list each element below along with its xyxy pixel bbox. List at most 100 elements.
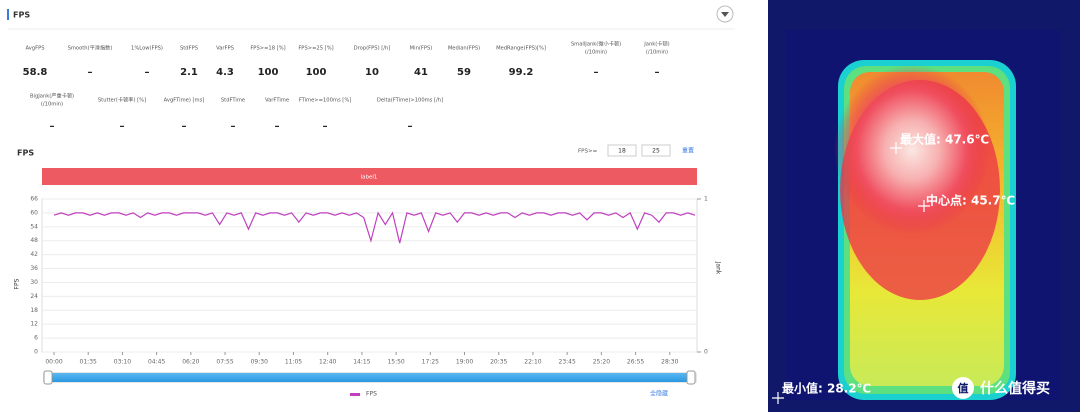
- zoom-handle[interactable]: [43, 370, 53, 385]
- reset-button[interactable]: 重置: [682, 147, 694, 155]
- collapse-icon: [721, 12, 729, 17]
- stat-label: Stutter(卡顿率) [%]: [98, 96, 146, 104]
- stat-label: MedRange(FPS)[%]: [496, 46, 546, 52]
- threshold-value: 25: [652, 148, 660, 155]
- y-tick-label: 48: [30, 237, 38, 244]
- markers: [772, 142, 930, 404]
- stat-value: 4.3: [216, 67, 234, 78]
- x-tick-label: 23:45: [559, 359, 576, 366]
- stat-value: –: [120, 121, 125, 132]
- y-axis-label: FPS: [14, 278, 21, 289]
- fps-line: [53, 211, 696, 244]
- x-tick-label: 01:35: [80, 359, 97, 366]
- stat-label: FTime>=100ms [%]: [299, 98, 352, 104]
- stat-label: Jank(卡顿): [643, 40, 669, 48]
- stat-label: BigJank(严重卡顿): [30, 92, 74, 100]
- stat-label: Median(FPS): [448, 46, 480, 52]
- label-banner[interactable]: [42, 168, 697, 185]
- stat-value: 58.8: [23, 67, 48, 78]
- stat-label: FPS>=18 [%]: [250, 46, 285, 52]
- stat-label: (/10min): [585, 50, 607, 56]
- threshold-input[interactable]: [641, 144, 671, 157]
- stat-label: Drop(FPS) [/h]: [354, 46, 391, 52]
- stat-value: –: [594, 67, 599, 78]
- hot-spot: [834, 65, 990, 235]
- x-tick-label: 14:15: [353, 359, 370, 366]
- x-tick-label: 28:30: [661, 359, 678, 366]
- max-temp: 最大值: 47.6℃: [900, 132, 989, 147]
- stat-value: 10: [365, 67, 379, 78]
- banner-text: label1: [361, 175, 378, 181]
- stat-label: FPS>=25 [%]: [298, 46, 333, 52]
- x-tick-label: 11:05: [285, 359, 302, 366]
- x-tick-label: 03:10: [114, 359, 131, 366]
- x-tick-label: 00:00: [45, 359, 62, 366]
- x-tick-label: 17:25: [422, 359, 439, 366]
- stat-value: –: [231, 121, 236, 132]
- watermark: 什么值得买: [980, 380, 1050, 397]
- stat-label: (/10min): [646, 50, 668, 56]
- legend-label[interactable]: FPS: [366, 391, 377, 398]
- y-tick-label: 36: [30, 265, 38, 272]
- y-tick-label: 66: [30, 196, 38, 203]
- x-tick-label: 06:20: [182, 359, 199, 366]
- stat-value: –: [145, 67, 150, 78]
- y-tick-label: 24: [30, 293, 38, 300]
- legend-swatch: [350, 393, 360, 396]
- stat-label: Min(FPS): [410, 46, 433, 52]
- stat-value: 41: [414, 67, 428, 78]
- threshold-value: 18: [618, 148, 626, 155]
- stat-value: –: [182, 121, 187, 132]
- threshold-input[interactable]: [607, 144, 637, 157]
- stat-label: VarFTime: [265, 98, 289, 104]
- stat-label: 1%Low(FPS): [131, 46, 163, 52]
- y-tick-label: 54: [30, 223, 38, 230]
- x-tick-label: 19:00: [456, 359, 473, 366]
- y2-tick-label: 1: [704, 196, 708, 203]
- x-tick-label: 26:55: [627, 359, 644, 366]
- panel: [0, 0, 765, 412]
- chart-title: FPS: [17, 149, 34, 158]
- panel-title: FPS: [13, 11, 30, 20]
- title-accent: [7, 9, 9, 20]
- stat-label: AvgFPS: [25, 46, 44, 52]
- x-tick-label: 07:55: [216, 359, 233, 366]
- zoom-range[interactable]: [50, 373, 690, 382]
- stat-label: VarFPS: [216, 46, 234, 52]
- x-tick-label: 12:40: [319, 359, 336, 366]
- y-tick-label: 0: [34, 349, 38, 356]
- stat-value: 2.1: [180, 67, 198, 78]
- x-tick-label: 04:45: [148, 359, 165, 366]
- zoom-handle[interactable]: [686, 370, 696, 385]
- stat-value: 99.2: [509, 67, 534, 78]
- logo: 值: [958, 381, 969, 395]
- y-tick-label: 6: [34, 335, 38, 342]
- x-tick-label: 22:10: [524, 359, 541, 366]
- threshold-label: FPS>=: [578, 149, 598, 155]
- min-temp: 最小值: 28.2℃: [782, 381, 871, 396]
- y2-axis-label: Jank: [715, 261, 722, 275]
- x-tick-label: 09:30: [251, 359, 268, 366]
- stat-value: –: [275, 121, 280, 132]
- y-tick-label: 12: [30, 321, 38, 328]
- hide-all-button[interactable]: 全隐藏: [650, 390, 668, 398]
- x-tick-label: 25:20: [593, 359, 610, 366]
- y-tick-label: 42: [30, 251, 38, 258]
- stat-value: 100: [258, 67, 279, 78]
- stat-value: –: [323, 121, 328, 132]
- logo-badge: [952, 377, 974, 399]
- stat-value: –: [408, 121, 413, 132]
- stat-label: Smooth(平滑指数): [68, 44, 113, 52]
- stat-value: 59: [457, 67, 471, 78]
- stat-value: –: [88, 67, 93, 78]
- stat-label: StdFPS: [180, 46, 198, 52]
- center-temp: 中心点: 45.7℃: [926, 193, 1015, 208]
- y-tick-label: 18: [30, 307, 38, 314]
- stat-label: StdFTime: [221, 98, 245, 104]
- y-tick-label: 60: [30, 209, 38, 216]
- stat-value: 100: [306, 67, 327, 78]
- x-tick-label: 15:50: [387, 359, 404, 366]
- stat-value: –: [50, 121, 55, 132]
- stat-label: AvgFTime) [ms]: [164, 98, 205, 104]
